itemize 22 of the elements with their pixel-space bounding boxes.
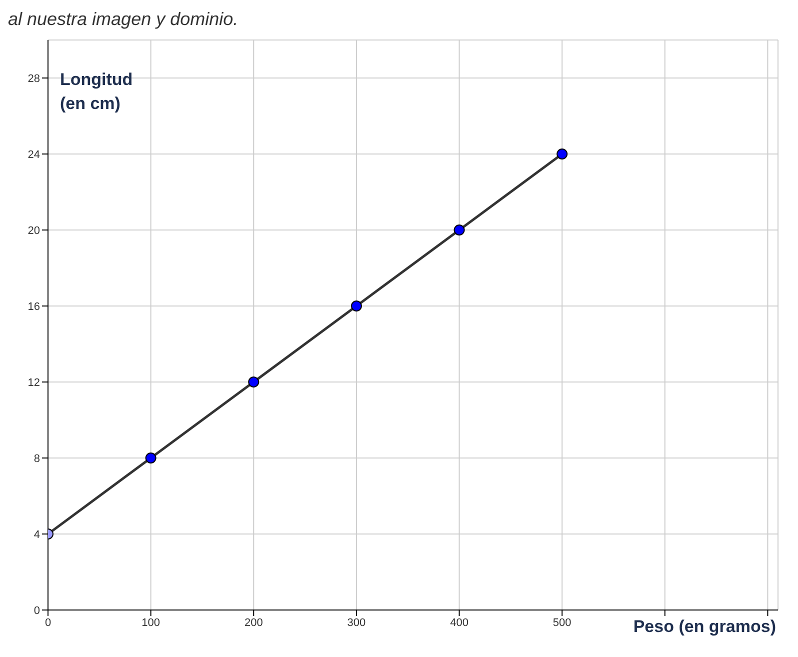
x-tick-label: 300 — [347, 616, 366, 629]
x-axis-title: Peso (en gramos) — [633, 617, 776, 636]
y-axis-title: Longitud (en cm) — [60, 70, 133, 113]
x-tick-label: 200 — [244, 616, 263, 629]
point — [556, 148, 568, 160]
y-tick-label: 12 — [28, 376, 40, 389]
y-tick-label: 0 — [34, 604, 40, 617]
text: al nuestra imagen y dominio. — [8, 8, 240, 30]
x-tick-label: 500 — [552, 616, 572, 629]
y-tick-label: 28 — [28, 72, 40, 85]
point — [454, 224, 465, 236]
x-tick-label: 100 — [142, 616, 160, 629]
x-tick-label: 0 — [44, 616, 52, 629]
y-tick-label: 24 — [28, 148, 40, 161]
x-tick-label: 400 — [450, 616, 468, 629]
y-tick-label: 4 — [34, 528, 40, 541]
y-tick-label: 8 — [34, 452, 40, 465]
point — [350, 300, 362, 312]
point — [145, 452, 156, 464]
point — [248, 376, 260, 388]
y-tick-label: 20 — [28, 224, 40, 237]
y-tick-label: 16 — [28, 300, 40, 313]
